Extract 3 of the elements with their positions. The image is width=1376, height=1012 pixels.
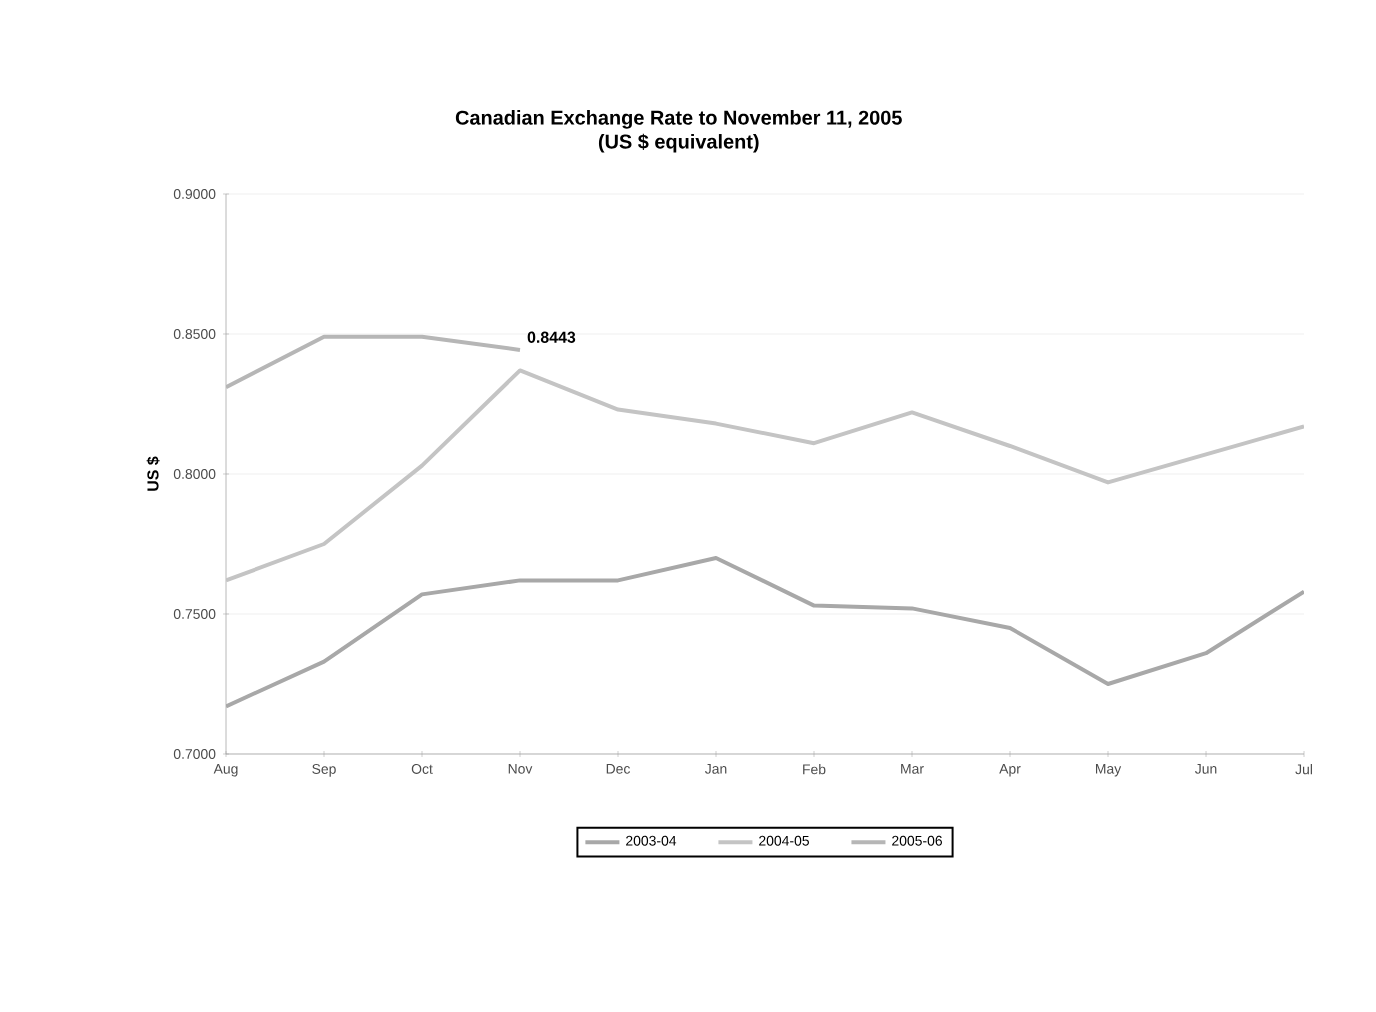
chart-title: Canadian Exchange Rate to November 11, 2005 [455,110,902,129]
chart-subtitle: (US $ equivalent) [598,133,759,153]
line-series [226,368,1305,583]
